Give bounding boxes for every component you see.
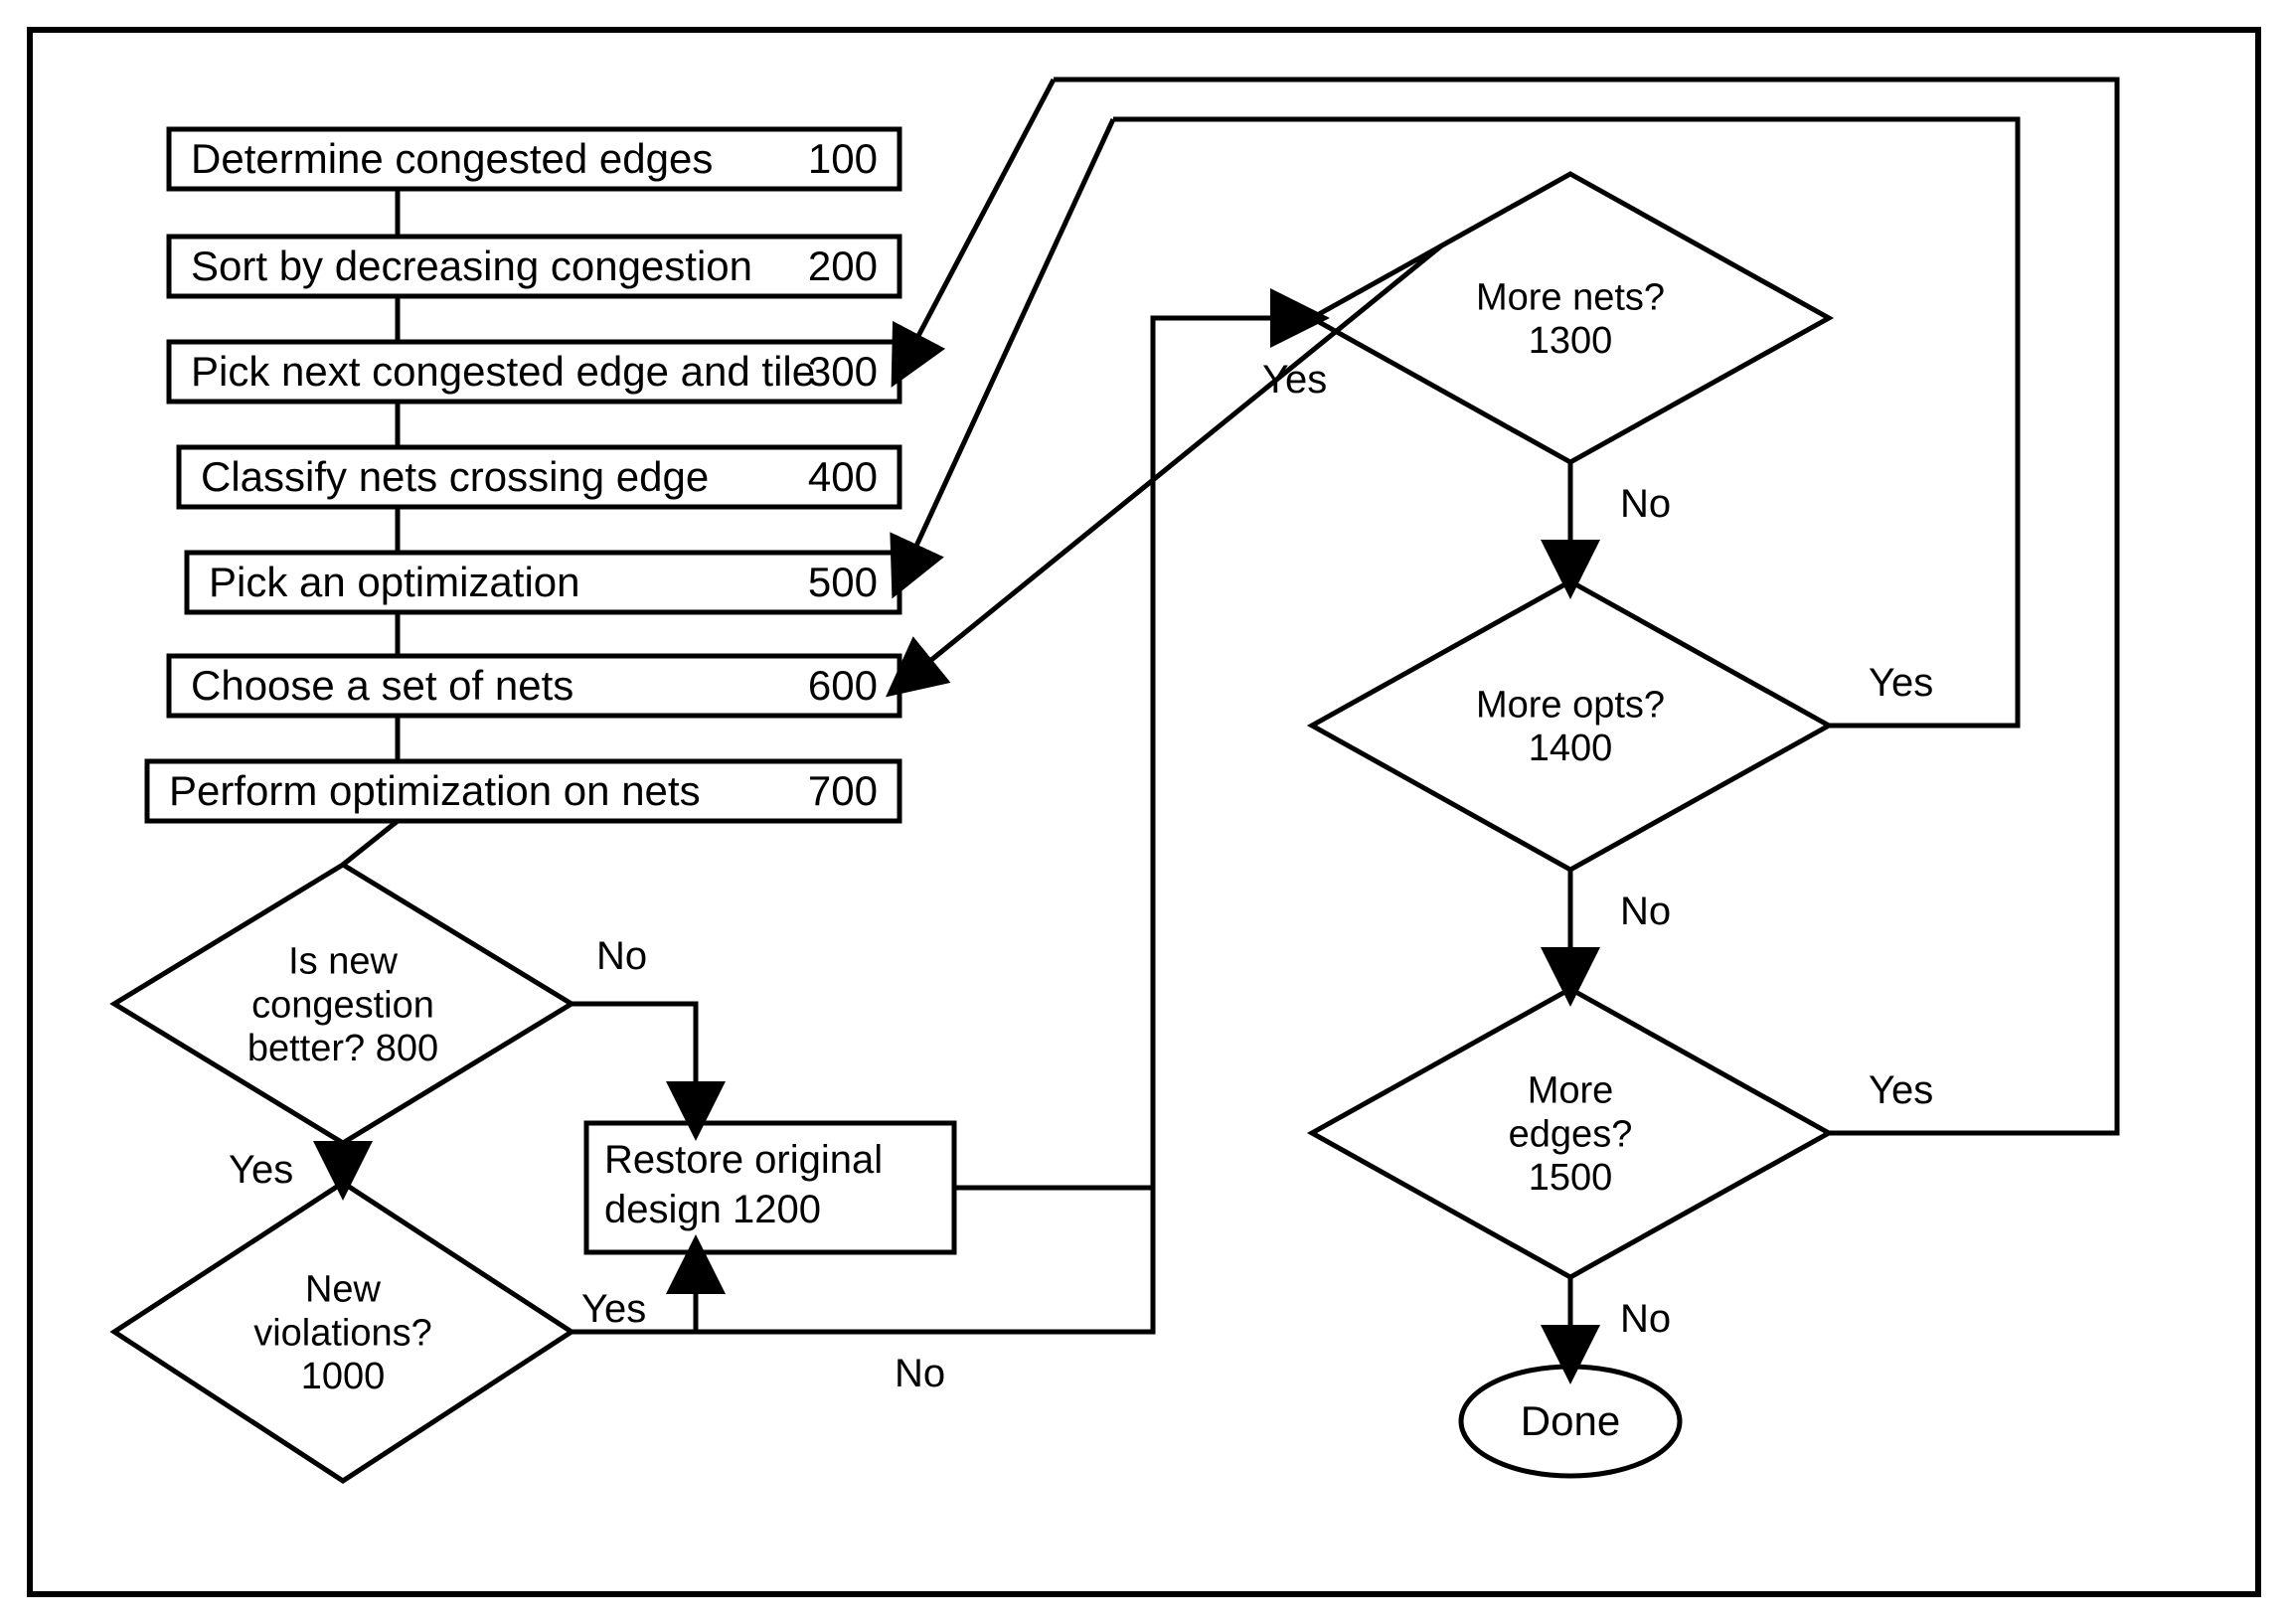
edge-1500-yes-into-300 — [899, 80, 1054, 372]
edge-1400-yes-into-500 — [899, 119, 1113, 582]
process-num: 500 — [808, 559, 878, 605]
edge-label-d1300_no: No — [1620, 482, 1671, 526]
decision-text: congestion — [251, 984, 434, 1026]
edge-label-d1500_yes: Yes — [1869, 1068, 1933, 1112]
edge-label-d1400_yes: Yes — [1869, 661, 1933, 705]
process-num: 300 — [808, 348, 878, 395]
decision-text: 1000 — [301, 1356, 386, 1397]
process-label: Determine congested edges — [191, 135, 713, 182]
decision-text: 1300 — [1529, 320, 1613, 362]
edge-label-d800_yes: Yes — [229, 1148, 293, 1192]
process-label: Classify nets crossing edge — [201, 453, 709, 500]
process-num: 200 — [808, 243, 878, 289]
process-num: 700 — [808, 767, 878, 814]
flowchart-svg: Determine congested edges 100 Sort by decr… — [0, 0, 2288, 1624]
process-label: Sort by decreasing congestion — [191, 243, 752, 289]
restore-line2: design 1200 — [604, 1188, 821, 1231]
decision-text: More nets? — [1476, 276, 1665, 318]
done-label: Done — [1521, 1397, 1620, 1444]
edge-label-d1000_no: No — [895, 1352, 945, 1395]
process-label: Choose a set of nets — [191, 662, 573, 709]
edge-label-d1000_yes: Yes — [581, 1287, 646, 1331]
decision-text: edges? — [1509, 1113, 1633, 1155]
edge-label-d1300_yes: Yes — [1262, 358, 1327, 402]
edge-1300-yes-600 — [899, 246, 1441, 687]
decision-text: Is new — [288, 941, 398, 983]
process-label: Pick next congested edge and tile — [191, 348, 815, 395]
edge-label-d1500_no: No — [1620, 1297, 1671, 1341]
process-label: Pick an optimization — [209, 559, 580, 605]
edge-1200-to-1300 — [954, 318, 1312, 1188]
edge-1500-yes-loop — [1054, 80, 2117, 1133]
edge-1400-yes-loop — [1113, 119, 2018, 726]
edge-label-d1400_no: No — [1620, 890, 1671, 933]
process-label: Perform optimization on nets — [169, 767, 701, 814]
edge-800-no-1200 — [572, 1004, 696, 1123]
process-num: 400 — [808, 453, 878, 500]
connector-700-800 — [343, 821, 398, 865]
decision-text: More — [1528, 1070, 1614, 1112]
decision-text: 1500 — [1529, 1157, 1613, 1199]
process-num: 100 — [808, 135, 878, 182]
decision-text: violations? — [253, 1312, 432, 1354]
restore-line1: Restore original — [604, 1138, 883, 1182]
decision-text: 1400 — [1529, 728, 1613, 769]
decision-text: better? 800 — [247, 1028, 438, 1069]
process-num: 600 — [808, 662, 878, 709]
edge-label-d800_no: No — [596, 934, 647, 978]
decision-text: More opts? — [1476, 684, 1665, 726]
decision-text: New — [305, 1269, 382, 1311]
